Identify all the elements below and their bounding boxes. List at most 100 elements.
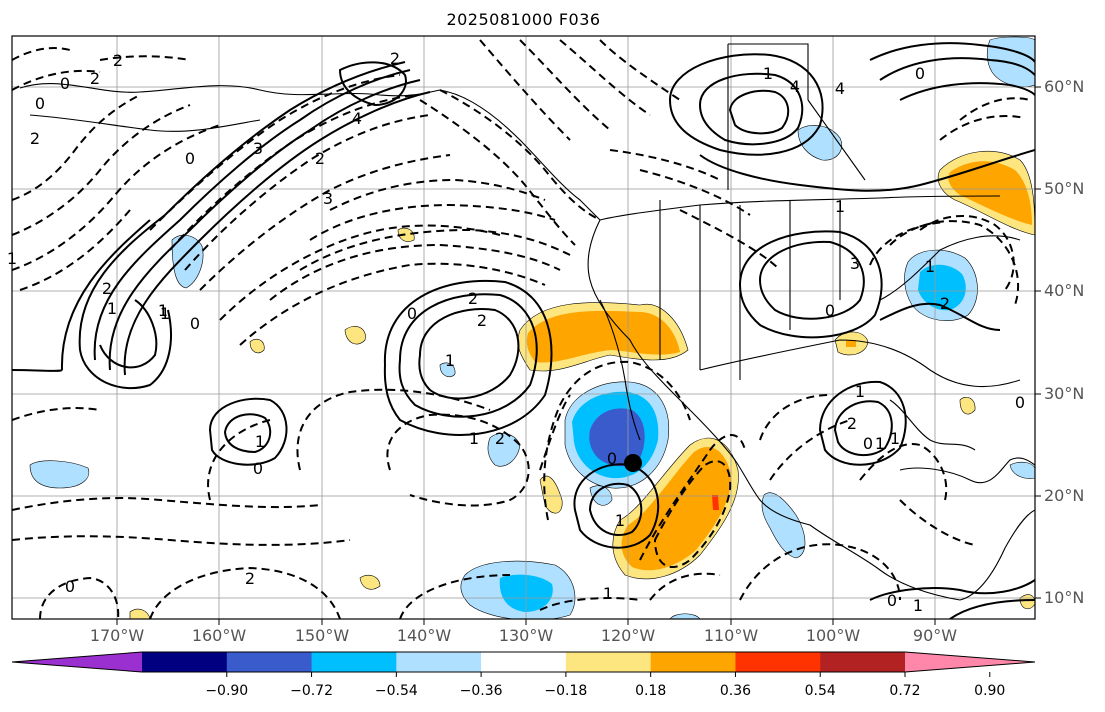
contour-label: 2 <box>390 49 400 68</box>
contour-label: 3 <box>850 254 860 273</box>
contour-label: 0 <box>1015 393 1025 412</box>
latitude-label: 10°N <box>1044 588 1085 607</box>
positive-patch-1-core <box>846 340 856 347</box>
contour-label: 0 <box>887 591 897 610</box>
longitude-label: 160°W <box>191 626 247 645</box>
colorbar-tick-label: −0.36 <box>459 683 503 699</box>
solid-contours <box>12 42 1035 619</box>
positive-core-mexico <box>621 446 732 571</box>
contour-label: 1 <box>603 584 613 603</box>
longitude-label: 170°W <box>89 626 145 645</box>
contour-label: 4 <box>790 77 800 96</box>
colorbar-tick-label: −0.72 <box>290 683 333 699</box>
positive-patch-9 <box>129 608 151 619</box>
positive-patch-5 <box>959 397 976 415</box>
contour-label: 1 <box>469 429 479 448</box>
negative-shading-pacific-2 <box>589 485 613 506</box>
contour-label: 2 <box>90 69 100 88</box>
contour-label: 1 <box>445 351 455 370</box>
contour-label: 0 <box>65 577 75 596</box>
contour-label: 0 <box>190 314 200 333</box>
storm-center-dot <box>624 454 642 472</box>
colorbar-tick-label: −0.18 <box>544 683 588 699</box>
contour-label: 1 <box>160 304 170 323</box>
positive-patch-3 <box>344 326 366 345</box>
contour-label: 1 <box>925 257 935 276</box>
colorbar-segment <box>226 652 313 672</box>
colorbar-outline <box>11 651 1036 673</box>
longitude-label: 90°W <box>912 626 958 645</box>
colorbar-tick-label: −0.54 <box>374 683 418 699</box>
contour-label: 2 <box>495 429 505 448</box>
latitude-label: 40°N <box>1044 281 1085 300</box>
colorbar-segment <box>735 652 821 672</box>
contour-label: 1 <box>255 432 265 451</box>
contour-label: 0 <box>863 434 873 453</box>
longitude-label: 100°W <box>805 626 861 645</box>
latitude-label: 50°N <box>1044 179 1085 198</box>
latitude-label: 20°N <box>1044 486 1085 505</box>
contour-label: 0 <box>60 74 70 93</box>
colorbar <box>11 651 1036 677</box>
negative-core-greatlakes <box>918 264 966 311</box>
contour-label: 3 <box>253 139 263 158</box>
contour-label: 2 <box>102 279 112 298</box>
colorbar-tick-label: 0.36 <box>719 683 752 699</box>
contour-label: 2 <box>315 149 325 168</box>
colorbar-segment <box>481 652 567 672</box>
positive-peak-mexico <box>712 495 719 510</box>
contour-label: 2 <box>245 569 255 588</box>
colorbar-tick-label: 0.90 <box>974 683 1006 699</box>
colorbar-segment <box>820 652 906 672</box>
contour-label: 0 <box>607 449 617 468</box>
colorbar-segment <box>650 652 736 672</box>
contour-label: 0 <box>185 149 195 168</box>
colorbar-tick-label: 0.72 <box>889 683 921 699</box>
colorbar-tick-label: −0.90 <box>205 683 249 699</box>
contour-label: 2 <box>847 414 857 433</box>
positive-patch-8 <box>249 338 265 354</box>
contour-label: 2 <box>477 311 487 330</box>
contour-label: 2 <box>468 289 478 308</box>
contour-label: 1 <box>763 64 773 83</box>
negative-shading-carib <box>1009 461 1035 479</box>
colorbar-extend-low <box>12 652 142 672</box>
negative-shading-west <box>29 460 90 489</box>
contour-label: 1 <box>890 429 900 448</box>
longitude-label: 130°W <box>498 626 554 645</box>
longitude-label: 120°W <box>600 626 656 645</box>
positive-core-quebec <box>948 161 1032 225</box>
contour-label: 1 <box>158 301 168 320</box>
contour-label: 0 <box>915 64 925 83</box>
colorbar-tick-label: 0.18 <box>635 683 667 699</box>
negative-shading-mexico-e <box>761 492 806 559</box>
contour-label: 2 <box>113 51 123 70</box>
colorbar-segment <box>396 652 482 672</box>
contour-label: 1 <box>835 197 845 216</box>
contour-label: 1 <box>615 511 625 530</box>
negative-peak-pacific <box>589 408 645 467</box>
contour-label: 1 <box>913 596 923 615</box>
colorbar-tick-label: 0.54 <box>804 683 836 699</box>
contour-label: 0 <box>35 94 45 113</box>
positive-patch-4 <box>397 227 415 242</box>
longitude-label: 110°W <box>703 626 759 645</box>
contour-label: 0 <box>825 301 835 320</box>
latitude-label: 60°N <box>1044 77 1085 96</box>
colorbar-segment <box>565 652 652 672</box>
latitude-label: 30°N <box>1044 384 1085 403</box>
negative-shading-central <box>171 234 204 289</box>
longitude-label: 150°W <box>294 626 350 645</box>
contour-label: 1 <box>875 434 885 453</box>
longitude-label: 140°W <box>396 626 452 645</box>
contour-label: 4 <box>352 109 362 128</box>
colorbar-segment <box>142 652 228 672</box>
positive-core-southwest <box>526 310 680 363</box>
contour-label: 1 <box>107 299 117 318</box>
contour-label: 2 <box>30 129 40 148</box>
contour-label: 4 <box>835 79 845 98</box>
map-frame <box>11 35 1036 620</box>
contour-label: 0 <box>407 304 417 323</box>
dashed-contours <box>12 39 1031 619</box>
